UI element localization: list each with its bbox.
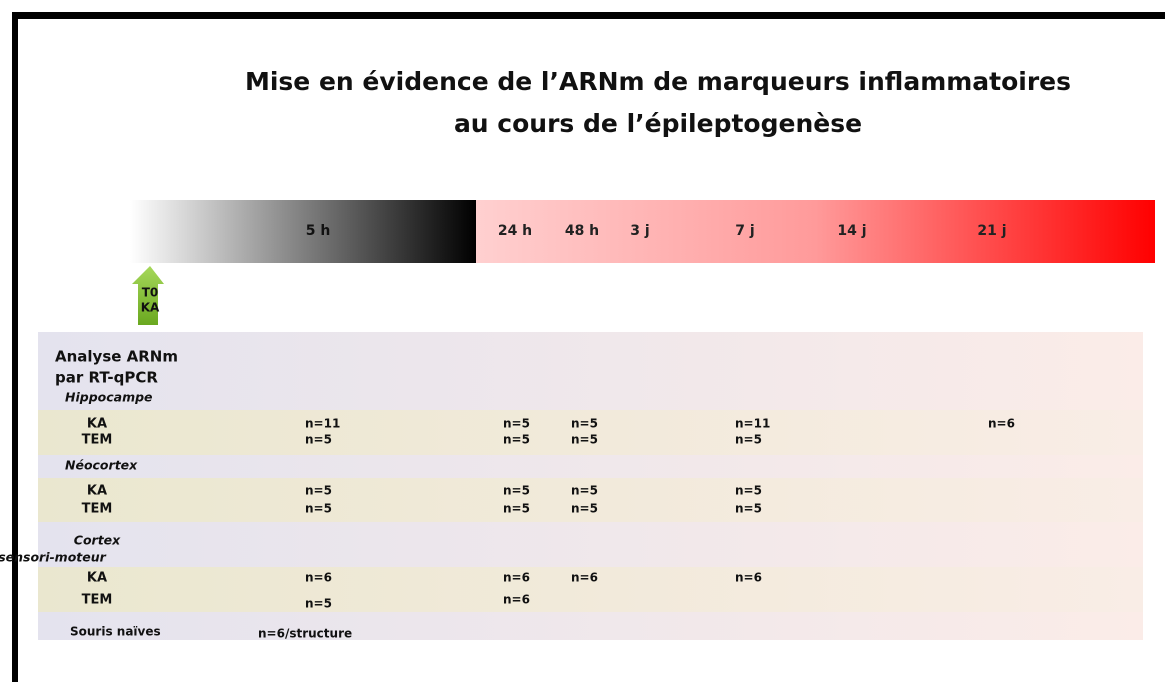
section-name: Hippocampe [65,390,153,405]
title: au cours de l’épileptogenèse [454,109,862,138]
naive-label: Souris naïves [70,625,161,639]
cell: n=6 [571,571,598,585]
cell: n=5 [305,484,332,498]
row-label: KA [87,571,107,586]
heading: par RT-qPCR [55,369,158,387]
cell: n=5 [571,417,598,431]
title: Mise en évidence de l’ARNm de marqueurs … [245,67,1071,96]
injection-label: KA [141,301,160,315]
cell: n=6 [735,571,762,585]
cell: n=11 [735,417,770,431]
cell: n=5 [503,502,530,516]
section-name: Néocortex [65,458,138,473]
timeline-label: 5 h [306,223,331,239]
cell: n=11 [305,417,340,431]
heading: Analyse ARNm [55,348,178,366]
row-label: TEM [82,593,113,608]
row-label: TEM [82,433,113,448]
cell: n=5 [571,502,598,516]
section-name: Cortex [74,533,121,548]
row-band [38,410,1143,455]
row-label: TEM [82,502,113,517]
cell: n=6 [988,417,1015,431]
cell: n=5 [571,433,598,447]
cell: n=6 [305,571,332,585]
row-label: KA [87,484,107,499]
cell: n=5 [503,417,530,431]
row-label: KA [87,417,107,432]
cell: n=5 [305,597,332,611]
timeline-label: 3 j [630,223,649,239]
timeline-label: 14 j [837,223,866,239]
timeline-label: 21 j [977,223,1006,239]
section-name: sensori-moteur [0,550,107,565]
cell: n=5 [735,484,762,498]
cell: n=5 [305,433,332,447]
timeline-label: 48 h [565,223,599,239]
cell: n=5 [571,484,598,498]
timeline-late [476,200,1155,263]
timeline-label: 7 j [735,223,754,239]
content: Mise en évidence de l’ARNm de marqueurs … [0,67,1071,641]
row-band [38,567,1143,612]
injection-arrow [132,266,164,325]
cell: n=6 [503,593,530,607]
cell: n=6 [503,571,530,585]
cell: n=5 [305,502,332,516]
timeline-label: 24 h [498,223,532,239]
timeline-early [130,200,476,263]
cell: n=5 [735,502,762,516]
border-top [12,12,1165,19]
cell: n=5 [503,433,530,447]
border-left [12,12,18,682]
row-band [38,478,1143,522]
naive-value: n=6/structure [258,627,352,641]
cell: n=5 [503,484,530,498]
cell: n=5 [735,433,762,447]
injection-label: T0 [142,286,159,300]
